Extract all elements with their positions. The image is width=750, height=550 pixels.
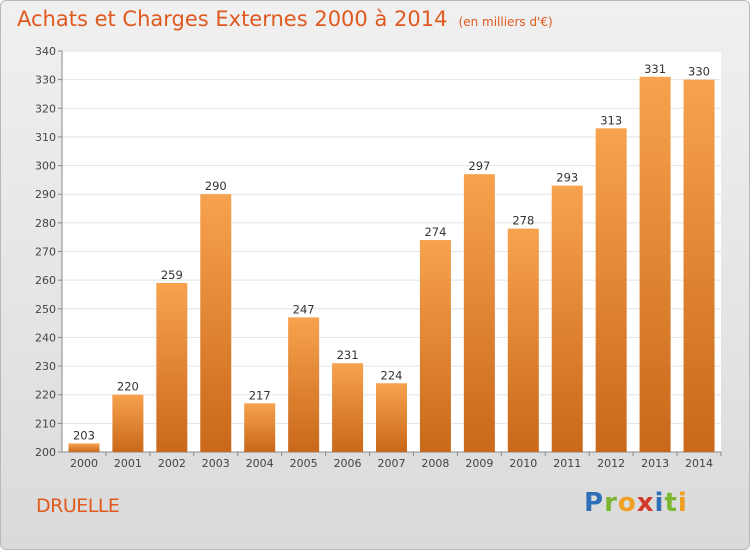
x-tick-label: 2009: [465, 457, 493, 470]
bar-value-label: 293: [556, 171, 578, 185]
bar: [156, 283, 188, 452]
bar: [200, 194, 232, 452]
y-tick-label: 240: [35, 331, 56, 344]
bar-value-label: 313: [600, 113, 622, 127]
y-tick-label: 210: [35, 417, 56, 430]
chart-unit-label: (en milliers d'€): [458, 15, 553, 29]
brand-letter: o: [617, 488, 637, 518]
brand-letter: t: [664, 488, 678, 518]
bar-value-label: 297: [468, 159, 490, 173]
x-tick-label: 2003: [202, 457, 230, 470]
x-tick-label: 2013: [641, 457, 669, 470]
bar-value-label: 331: [644, 62, 666, 76]
bar-value-label: 247: [293, 302, 315, 316]
x-tick-label: 2005: [290, 457, 318, 470]
y-tick-label: 220: [35, 389, 56, 402]
y-tick-label: 340: [35, 45, 56, 58]
chart-title-row: Achats et Charges Externes 2000 à 2014 (…: [17, 7, 553, 31]
brand-letter: i: [677, 488, 688, 518]
x-tick-label: 2006: [334, 457, 362, 470]
x-tick-label: 2010: [509, 457, 537, 470]
bar: [551, 185, 583, 452]
y-tick-label: 310: [35, 131, 56, 144]
x-tick-label: 2012: [597, 457, 625, 470]
bar-value-label: 290: [205, 179, 227, 193]
y-tick-label: 250: [35, 303, 56, 316]
y-tick-label: 200: [35, 446, 56, 459]
x-tick-label: 2007: [378, 457, 406, 470]
commune-name: DRUELLE: [36, 495, 120, 517]
x-tick-label: 2008: [421, 457, 449, 470]
y-tick-label: 270: [35, 246, 56, 259]
bar-value-label: 259: [161, 268, 183, 282]
bar-value-label: 217: [249, 388, 271, 402]
bar: [639, 76, 671, 453]
bar-value-label: 203: [73, 428, 95, 442]
bar-value-label: 231: [337, 348, 359, 362]
proxiti-logo: Proxiti: [584, 488, 688, 518]
bar: [332, 363, 364, 452]
bar: [112, 394, 144, 452]
y-tick-label: 290: [35, 188, 56, 201]
bar: [507, 228, 539, 452]
x-tick-label: 2000: [70, 457, 98, 470]
y-tick-label: 320: [35, 102, 56, 115]
brand-letter: x: [636, 488, 655, 518]
y-tick-label: 230: [35, 360, 56, 373]
bar: [419, 240, 451, 452]
x-tick-label: 2011: [553, 457, 581, 470]
y-tick-label: 260: [35, 274, 56, 287]
bar: [595, 128, 627, 452]
bar: [683, 79, 715, 453]
y-tick-label: 300: [35, 160, 56, 173]
bar: [376, 383, 407, 452]
x-tick-label: 2004: [246, 457, 274, 470]
bar-value-label: 330: [688, 65, 710, 79]
bar: [463, 174, 495, 452]
y-tick-label: 330: [35, 74, 56, 87]
y-tick-label: 280: [35, 217, 56, 230]
bar: [288, 317, 320, 452]
x-tick-label: 2014: [685, 457, 713, 470]
brand-letter: P: [584, 488, 605, 518]
bar-value-label: 220: [117, 380, 139, 394]
x-tick-label: 2001: [114, 457, 142, 470]
bar-value-label: 224: [381, 368, 403, 382]
bar: [68, 443, 100, 452]
x-tick-label: 2002: [158, 457, 186, 470]
brand-letter: i: [654, 488, 665, 518]
bar: [244, 403, 276, 452]
bar-value-label: 274: [424, 225, 446, 239]
brand-letter: r: [604, 488, 618, 518]
bar-value-label: 278: [512, 214, 534, 228]
chart-title: Achats et Charges Externes 2000 à 2014: [17, 7, 448, 31]
